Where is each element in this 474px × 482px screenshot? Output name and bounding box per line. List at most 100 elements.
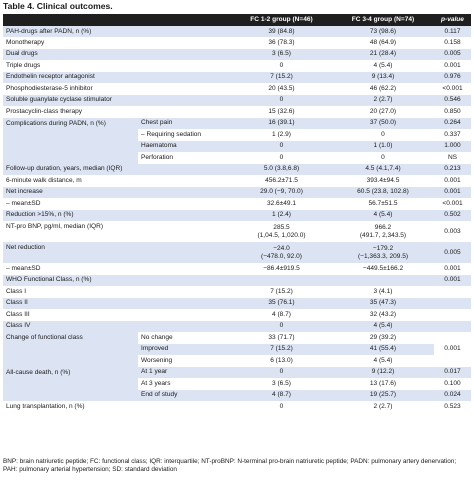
row-label: WHO Functional Class, n (%)	[3, 274, 231, 286]
row-sublabel: Improved	[138, 343, 231, 355]
fc12-value: 1 (2.4)	[231, 209, 332, 221]
fc12-value: 1 (2.9)	[231, 129, 332, 141]
fc12-value: 0	[231, 320, 332, 332]
p-value: 0.337	[434, 129, 471, 141]
row-sublabel: End of study	[138, 389, 231, 401]
fc12-value: 0	[231, 152, 332, 164]
table-row: Reduction >15%, n (%) 1 (2.4) 4 (5.4) 0.…	[3, 209, 471, 221]
table-row: – mean±SD 32.6±49.1 56.7±51.5 <0.001	[3, 198, 471, 210]
fc34-value: 37 (50.0)	[332, 117, 434, 129]
fc34-value: 4.5 (4.1,7.4)	[332, 163, 434, 175]
fc12-value: 0	[231, 140, 332, 152]
p-value: <0.001	[434, 83, 471, 95]
table-row: Prostacyclin-class therapy 15 (32.6) 20 …	[3, 106, 471, 118]
fc34-value: 9 (12.2)	[332, 366, 434, 378]
row-sublabel: At 3 years	[138, 378, 231, 390]
p-value: 0.005	[434, 48, 471, 60]
row-label: Soluble guanylate cyclase stimulator	[3, 94, 231, 106]
fc34-value: 4 (5.4)	[332, 355, 434, 367]
p-value: 0.213	[434, 163, 471, 175]
fc12-value: 33 (71.7)	[231, 332, 332, 344]
fc12-iqr: (1,04.5, 1,020.0)	[257, 231, 306, 239]
p-value: 0.005	[434, 242, 471, 263]
row-label: 6-minute walk distance, m	[3, 175, 231, 187]
fc34-value: 4 (5.4)	[332, 209, 434, 221]
fc34-value: 41 (55.4)	[332, 343, 434, 355]
fc12-value: 7 (15.2)	[231, 343, 332, 355]
fc12-value: −86.4±919.5	[231, 263, 332, 275]
fc12-value: 4 (8.7)	[231, 389, 332, 401]
p-value: 0.001	[434, 60, 471, 72]
fc34-iqr: (−1,363.3, 209.5)	[357, 252, 409, 260]
fc12-value: 6 (13.0)	[231, 355, 332, 367]
fc34-value: 56.7±51.5	[332, 198, 434, 210]
fc34-value: −449.5±166.2	[332, 263, 434, 275]
fc34-value: 0	[332, 129, 434, 141]
table-row: Class III 4 (8.7) 32 (43.2)	[3, 309, 471, 321]
table-row: Class IV 0 4 (5.4)	[3, 320, 471, 332]
row-sublabel: Worsening	[138, 355, 231, 367]
fc34-value: 20 (27.0)	[332, 106, 434, 118]
table-row: 6-minute walk distance, m 456.2±71.5 393…	[3, 175, 471, 187]
p-value	[434, 309, 471, 321]
fc34-value: 19 (25.7)	[332, 389, 434, 401]
row-label: Net reduction	[3, 242, 231, 263]
fc34-value: 0	[332, 152, 434, 164]
table-row: Change of functional class No change 33 …	[3, 332, 471, 367]
row-sublabel: No change	[138, 332, 231, 344]
fc12-value: 0	[231, 401, 332, 413]
fc34-value: 9 (13.4)	[332, 71, 434, 83]
table-footnote: BNP: brain natriuretic peptide; FC: func…	[3, 458, 457, 473]
table-title: Table 4. Clinical outcomes.	[3, 1, 113, 11]
fc34-value: 1 (1.0)	[332, 140, 434, 152]
fc34-value: 393.4±94.5	[332, 175, 434, 187]
table-row: Dual drugs 3 (6.5) 21 (28.4) 0.005	[3, 48, 471, 60]
row-sublabel: Chest pain	[138, 117, 231, 129]
fc12-value: 29.0 (−9, 70.0)	[231, 186, 332, 198]
p-value: <0.001	[434, 198, 471, 210]
row-label: Class I	[3, 286, 231, 298]
table-row: At 3 years 3 (6.5) 13 (17.6) 0.100	[3, 378, 471, 390]
fc34-value: 2 (2.7)	[332, 401, 434, 413]
header-subcategory	[138, 14, 231, 26]
p-value: 0.001	[434, 186, 471, 198]
fc34-value: 4 (5.4)	[332, 60, 434, 72]
p-value: 0.502	[434, 209, 471, 221]
fc34-value: 966.2 (491.7, 2,343.5)	[332, 221, 434, 242]
table-row: Worsening 6 (13.0) 4 (5.4)	[3, 355, 471, 367]
row-label: Endothelin receptor antagonist	[3, 71, 231, 83]
fc12-median: −24.0	[273, 244, 290, 252]
fc12-value: 3 (6.5)	[231, 48, 332, 60]
row-label: Class II	[3, 297, 231, 309]
fc12-value: 20 (43.5)	[231, 83, 332, 95]
row-label: Phosphodiesterase-5 inhibitor	[3, 83, 231, 95]
row-sublabel: – Requiring sedation	[138, 129, 231, 141]
table-row: Perforation 0 0 NS	[3, 152, 471, 164]
p-value: 0.158	[434, 37, 471, 49]
p-value: 0.001	[434, 274, 471, 286]
table-row: NT-pro BNP, pg/ml, median (IQR) 285.5 (1…	[3, 221, 471, 242]
fc12-value: 4 (8.7)	[231, 309, 332, 321]
fc34-value: 21 (28.4)	[332, 48, 434, 60]
fc12-iqr: (−478.0, 92.0)	[261, 252, 302, 260]
fc12-value: 0	[231, 94, 332, 106]
fc12-value: 285.5 (1,04.5, 1,020.0)	[231, 221, 332, 242]
fc12-value: 456.2±71.5	[231, 175, 332, 187]
fc12-value: 0	[231, 60, 332, 72]
p-value	[434, 286, 471, 298]
fc12-value: 15 (32.6)	[231, 106, 332, 118]
fc12-value: 3 (6.5)	[231, 378, 332, 390]
fc34-value: 2 (2.7)	[332, 94, 434, 106]
fc34-value: 46 (62.2)	[332, 83, 434, 95]
table-row: Haematoma 0 1 (1.0) 1.000	[3, 140, 471, 152]
table-row: Complications during PADN, n (%) Chest p…	[3, 117, 471, 164]
table-row: All-cause death, n (%) At 1 year 0 9 (12…	[3, 366, 471, 401]
table-row: Net increase 29.0 (−9, 70.0) 60.5 (23.8,…	[3, 186, 471, 198]
fc12-value: 35 (76.1)	[231, 297, 332, 309]
p-value: 0.546	[434, 94, 471, 106]
p-value: 0.850	[434, 106, 471, 118]
table-row: Class I 7 (15.2) 3 (4.1)	[3, 286, 471, 298]
table-row: Lung transplantation, n (%) 0 2 (2.7) 0.…	[3, 401, 471, 413]
fc34-value: 3 (4.1)	[332, 286, 434, 298]
row-label: – mean±SD	[3, 263, 231, 275]
